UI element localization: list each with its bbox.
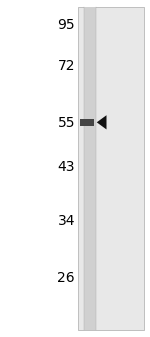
Bar — [84, 7, 96, 330]
Bar — [80, 119, 94, 126]
Text: 95: 95 — [57, 18, 75, 32]
Bar — [78, 7, 144, 330]
Text: 43: 43 — [57, 160, 75, 174]
Text: 34: 34 — [57, 214, 75, 228]
Text: 72: 72 — [57, 59, 75, 73]
Text: 55: 55 — [57, 116, 75, 130]
Polygon shape — [97, 115, 106, 129]
Text: 26: 26 — [57, 271, 75, 285]
